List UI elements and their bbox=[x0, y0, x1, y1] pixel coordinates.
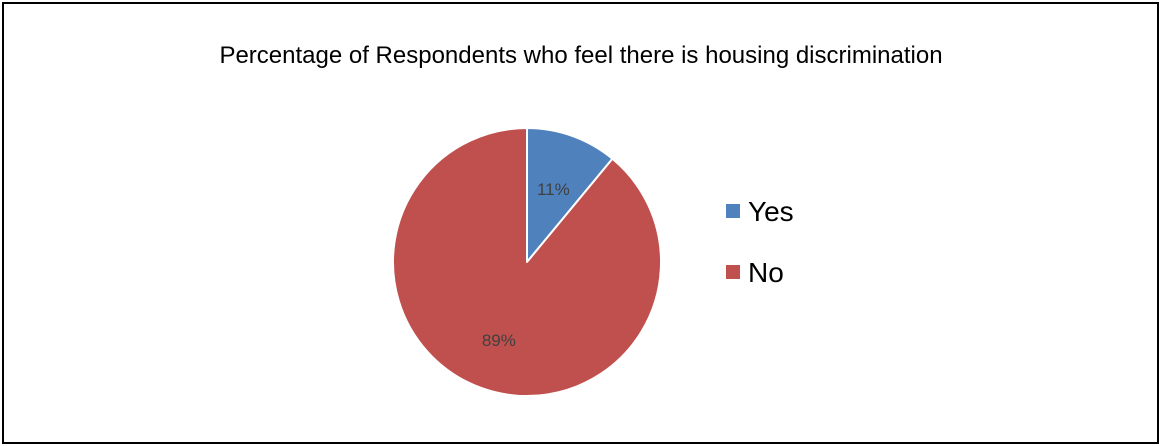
legend-label-no: No bbox=[748, 257, 784, 288]
pie-slices bbox=[392, 127, 662, 397]
legend-label-yes: Yes bbox=[748, 196, 794, 227]
legend-swatch-no bbox=[726, 265, 740, 279]
data-label-no: 89% bbox=[482, 331, 516, 350]
pie-chart: Percentage of Respondents who feel there… bbox=[219, 42, 943, 397]
data-label-yes: 11% bbox=[537, 180, 570, 199]
pie-slice-no bbox=[392, 127, 662, 397]
pie-slice-yes bbox=[526, 127, 614, 263]
chart-legend: Yes No bbox=[726, 196, 794, 288]
pie-data-labels: 11% 89% bbox=[482, 180, 570, 350]
chart-title: Percentage of Respondents who feel there… bbox=[219, 42, 942, 69]
legend-swatch-yes bbox=[726, 204, 740, 218]
